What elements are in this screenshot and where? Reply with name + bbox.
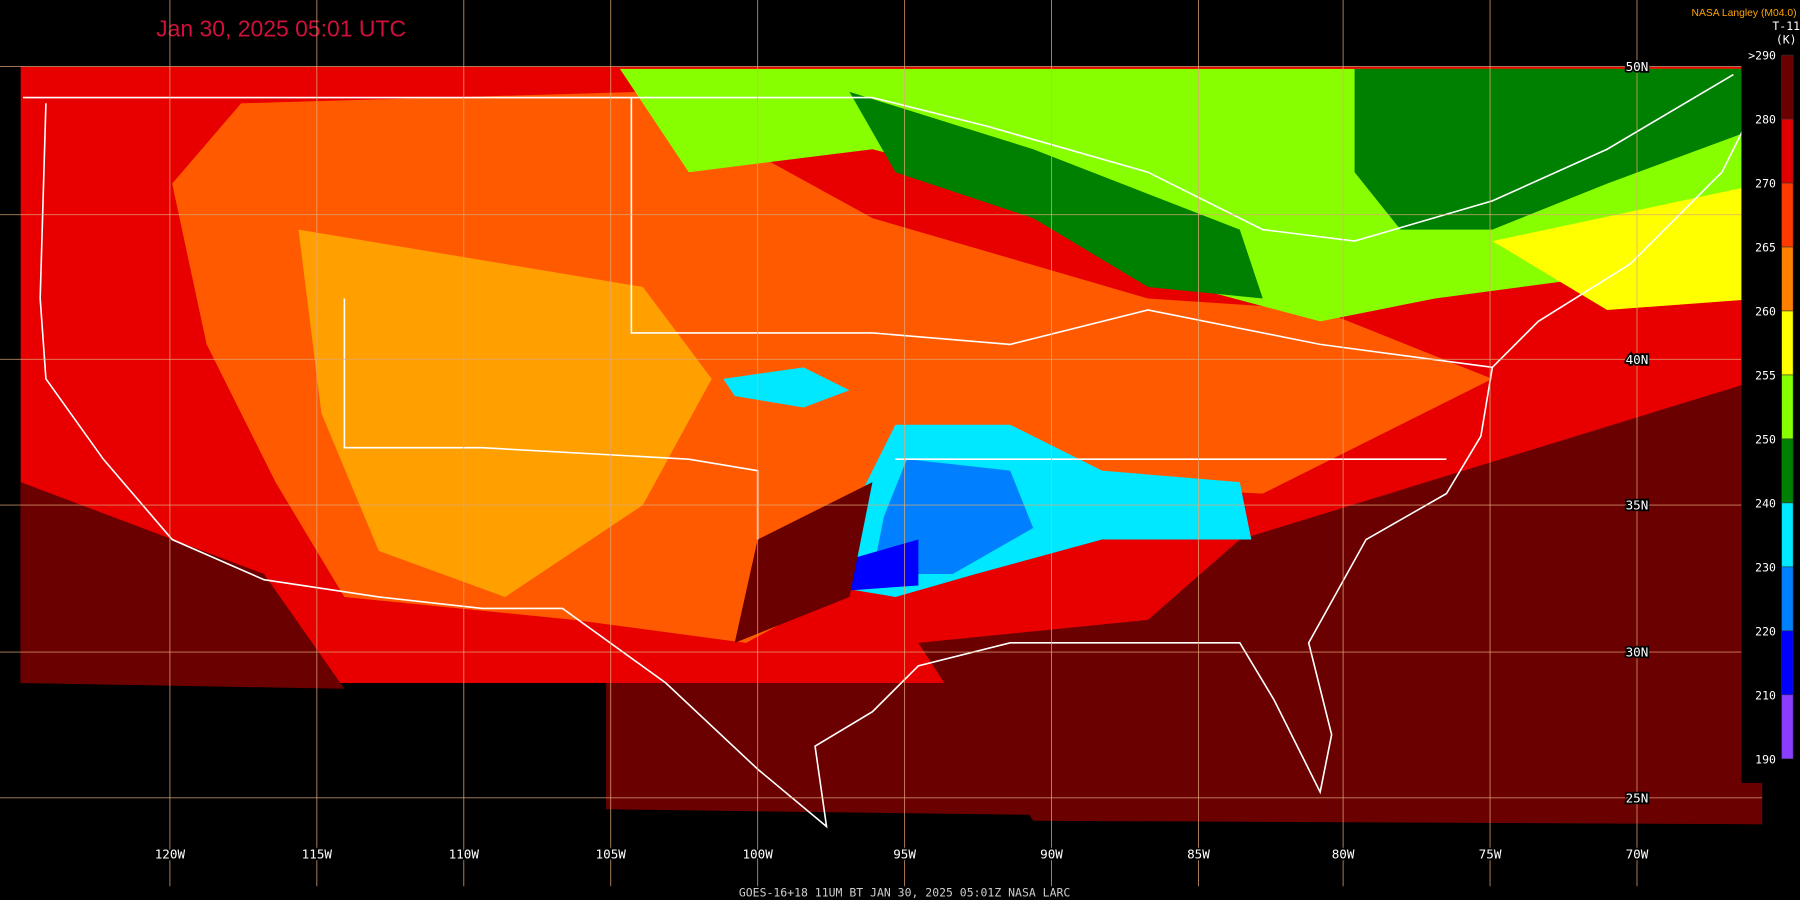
legend-label: 260 [1755,305,1776,319]
legend-label: 210 [1755,688,1776,702]
imagery-cloud-kansas [723,367,850,408]
graticule [0,66,1763,799]
latitude-label: 25N [1626,790,1649,805]
longitude-label: 115W [302,847,333,862]
legend-swatch [1781,374,1794,440]
legend-swatch [1781,54,1794,120]
coastline [39,91,1763,829]
legend-label: 265 [1755,241,1776,255]
border-north [22,73,1734,242]
legend-swatch [1781,630,1794,696]
legend-unit: (K) [1776,33,1797,47]
legend-label: 270 [1755,177,1776,191]
legend-label: 230 [1755,560,1776,574]
imagery-canada [1354,68,1763,230]
latitude-label: 50N [1626,59,1649,74]
legend-swatch [1781,118,1794,184]
legend-label: 250 [1755,433,1776,447]
latitude-label: 30N [1626,645,1649,660]
footer: GOES-16+18 11UM BT JAN 30, 2025 05:01Z N… [739,886,1071,900]
legend-swatch [1781,310,1794,376]
longitude-label: 110W [449,847,480,862]
legend-label: 240 [1755,497,1776,511]
legend-swatch [1781,182,1794,248]
state-lines-central [630,97,1493,369]
legend-title: T-11 [1772,19,1800,33]
legend-label: >290 [1748,49,1776,63]
longitude-label: 120W [155,847,186,862]
longitude-label: 70W [1626,847,1649,862]
longitude-label: 95W [893,847,916,862]
latitude-label: 40N [1626,352,1649,367]
legend-swatch [1781,694,1794,760]
longitude-label: 105W [596,847,627,862]
longitude-label: 100W [742,847,773,862]
longitude-label: 80W [1332,847,1355,862]
longitude-label: 85W [1187,847,1210,862]
legend-swatch [1781,246,1794,312]
legend-swatch [1781,502,1794,568]
timestamp-title: Jan 30, 2025 05:01 UTC [156,16,406,42]
imagery-texas-clear [734,482,873,643]
imagery-great-lakes [849,91,1263,299]
imagery-cloud-core [838,539,919,592]
legend-label: 255 [1755,369,1776,383]
imagery-atlantic [918,378,1763,825]
longitude-label: 90W [1040,847,1063,862]
legend-label: 190 [1755,752,1776,766]
legend-swatch [1781,566,1794,632]
legend-label: 280 [1755,113,1776,127]
imagery-northeast [1492,183,1763,310]
latitude-label: 35N [1626,498,1649,513]
boundaries [22,73,1763,829]
credit: NASA Langley (M04.0) [1691,8,1796,19]
imagery-pacific [20,482,345,689]
legend-swatch [1781,438,1794,504]
legend-label: 220 [1755,624,1776,638]
longitude-label: 75W [1479,847,1502,862]
